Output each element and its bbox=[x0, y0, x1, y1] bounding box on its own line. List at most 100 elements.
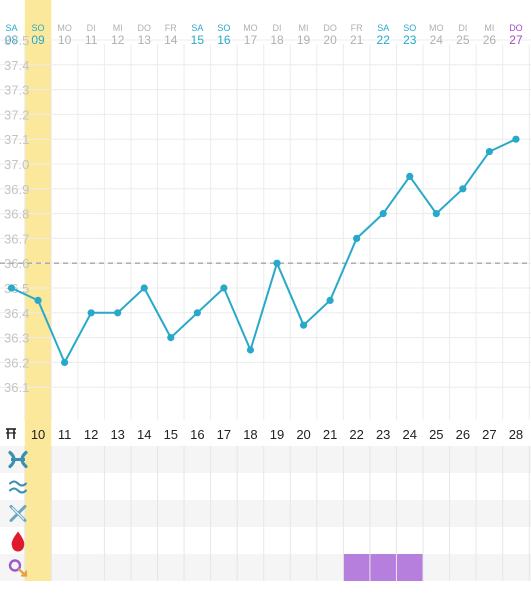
date-number: 21 bbox=[350, 33, 364, 47]
intercourse-marker[interactable] bbox=[370, 554, 396, 581]
y-axis-ticks: 37.5 37.4 37.3 37.2 37.1 37.0 36.9 36.8 36.7 36.6… bbox=[4, 33, 29, 395]
weekday-label: DI bbox=[273, 23, 282, 33]
temperature-point[interactable] bbox=[7, 284, 16, 292]
cervical-fluid-icon-waves bbox=[9, 480, 27, 494]
temperature-point[interactable] bbox=[34, 296, 42, 304]
symptom-row-background bbox=[0, 446, 531, 473]
date-number: 22 bbox=[377, 33, 391, 47]
y-tick-label: 37.1 bbox=[4, 132, 29, 147]
date-number: 18 bbox=[270, 33, 284, 47]
temperature-point[interactable] bbox=[299, 321, 308, 329]
weekday-label: DO bbox=[509, 23, 523, 33]
temperature-point[interactable] bbox=[379, 210, 387, 218]
symptom-rows[interactable] bbox=[8, 450, 423, 582]
date-header[interactable]: SA08SO09MO10DI11MI12DO13FR14SA15SO16MO17… bbox=[5, 23, 523, 47]
y-tick-label: 36.1 bbox=[4, 380, 29, 395]
temperature-point[interactable] bbox=[87, 309, 95, 317]
blood-drop-icon[interactable] bbox=[11, 531, 25, 552]
date-number: 27 bbox=[509, 33, 523, 47]
temperature-point[interactable] bbox=[353, 234, 361, 242]
symptom-row-background bbox=[0, 473, 531, 500]
temperature-point[interactable] bbox=[273, 259, 281, 267]
temperature-point[interactable] bbox=[459, 185, 467, 193]
temperature-point[interactable] bbox=[246, 346, 255, 354]
temperature-point[interactable] bbox=[432, 210, 440, 218]
y-tick-label: 37.0 bbox=[4, 157, 29, 172]
y-tick-label: 36.9 bbox=[4, 182, 29, 197]
cycle-day-label: 12 bbox=[84, 427, 98, 442]
date-number: 19 bbox=[297, 33, 311, 47]
temperature-line bbox=[11, 138, 517, 364]
date-number: 23 bbox=[403, 33, 417, 47]
weekday-label: SA bbox=[377, 23, 389, 33]
symptom-row-background bbox=[0, 500, 531, 527]
y-tick-label: 37.2 bbox=[4, 107, 29, 122]
temperature-point[interactable] bbox=[167, 334, 175, 342]
temperature-point[interactable] bbox=[512, 135, 520, 143]
cycle-day-label: 10 bbox=[31, 427, 45, 442]
date-number: 08 bbox=[5, 33, 19, 47]
temperature-point[interactable] bbox=[220, 284, 228, 292]
weekday-label: MI bbox=[113, 23, 123, 33]
weekday-label: DO bbox=[138, 23, 152, 33]
date-number: 20 bbox=[323, 33, 337, 47]
weekday-label: MO bbox=[57, 23, 72, 33]
temperature-point[interactable] bbox=[193, 309, 201, 317]
ovulation-test-icon[interactable] bbox=[9, 505, 27, 522]
y-tick-label: 37.5 bbox=[4, 33, 29, 48]
ovulation-test-icon-highlight bbox=[11, 507, 25, 520]
intercourse-marker[interactable] bbox=[396, 554, 423, 581]
temperature-point[interactable] bbox=[326, 296, 334, 304]
cycle-day-label: 26 bbox=[456, 427, 470, 442]
temperature-point[interactable] bbox=[61, 358, 69, 366]
cycle-row-bg bbox=[0, 420, 531, 446]
selected-day-column[interactable] bbox=[24, 0, 52, 581]
cervix-icon[interactable] bbox=[8, 450, 28, 469]
temperature-point[interactable] bbox=[485, 148, 493, 156]
cycle-day-label: 22 bbox=[349, 427, 363, 442]
chart-background bbox=[0, 0, 531, 581]
cycle-day-label: 11 bbox=[58, 427, 72, 442]
weekday-label: SA bbox=[191, 23, 203, 33]
cycle-day-label: 16 bbox=[190, 427, 204, 442]
cervical-fluid-icon[interactable] bbox=[9, 480, 27, 494]
cycle-day-label: 19 bbox=[270, 427, 284, 442]
y-tick-label: 36.8 bbox=[4, 207, 29, 222]
date-number: 11 bbox=[85, 33, 98, 47]
date-number: 26 bbox=[483, 33, 497, 47]
weekday-label: MI bbox=[484, 23, 494, 33]
cycle-day-label: 28 bbox=[509, 427, 523, 442]
date-number: 14 bbox=[164, 33, 178, 47]
temperature-point[interactable] bbox=[114, 309, 122, 317]
temperature-point[interactable] bbox=[140, 284, 148, 292]
symptom-row-background bbox=[0, 554, 531, 581]
cycle-day-label: 14 bbox=[137, 427, 151, 442]
date-number: 13 bbox=[138, 33, 152, 47]
intercourse-icon[interactable] bbox=[8, 559, 28, 577]
cycle-day-label: 20 bbox=[296, 427, 310, 442]
temperature-point[interactable] bbox=[406, 172, 414, 180]
chart-grid bbox=[0, 39, 531, 581]
intercourse-marker[interactable] bbox=[343, 554, 370, 581]
